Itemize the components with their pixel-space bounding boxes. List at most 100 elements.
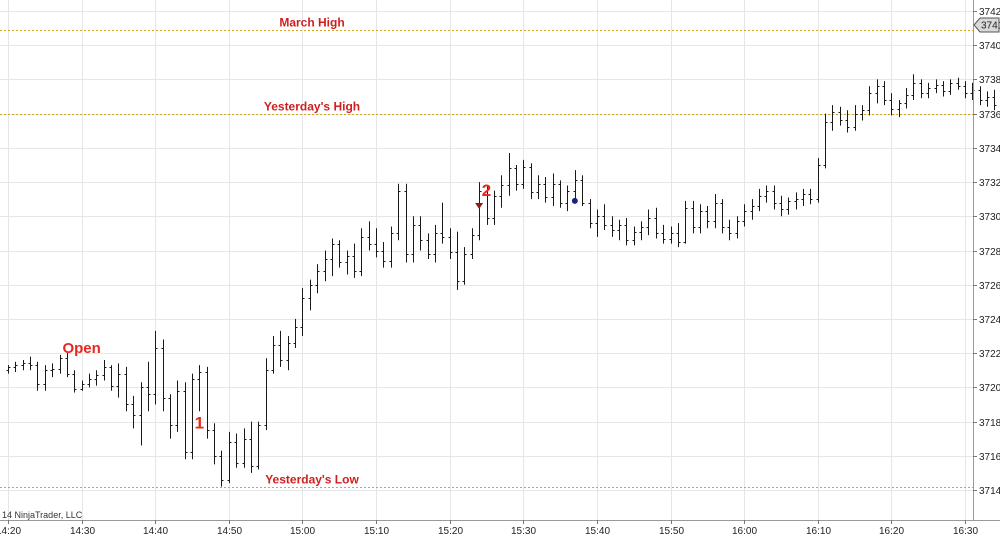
ohlc-bar: [735, 216, 740, 239]
ohlc-bar: [595, 209, 600, 237]
ohlc-bar: [13, 361, 18, 372]
ohlc-bar: [956, 77, 961, 90]
ohlc-bar: [639, 221, 644, 241]
ohlc-bar: [80, 380, 85, 391]
grid: [0, 0, 973, 520]
ohlc-bar: [521, 159, 526, 189]
ohlc-bar: [337, 240, 342, 268]
ohlc-bar: [646, 209, 651, 236]
y-tick-label: 3736: [979, 110, 1000, 121]
ohlc-bar: [234, 433, 239, 468]
ohlc-bar: [330, 238, 335, 277]
ohlc-bar: [904, 87, 909, 109]
ohlc-bar: [477, 182, 482, 241]
x-tick-label: 14:20: [0, 526, 21, 537]
y-tick-label: 3728: [979, 247, 1000, 258]
ohlc-bar: [919, 79, 924, 99]
ohlc-bar: [551, 173, 556, 207]
ohlc-bar: [867, 86, 872, 116]
ohlc-bar: [963, 81, 968, 99]
ohlc-bar: [94, 370, 99, 386]
ohlc-bar: [897, 99, 902, 118]
x-tick-label: 16:30: [953, 526, 978, 537]
ohlc-bar: [300, 288, 305, 337]
ohlc-bar: [50, 363, 55, 378]
ohlc-bar: [256, 421, 261, 470]
ohlc-bar: [632, 226, 637, 246]
ohlc-bar: [485, 185, 490, 225]
y-tick-label: 3734: [979, 144, 1000, 155]
ohlc-bar: [323, 250, 328, 282]
ohlc-bar: [389, 226, 394, 268]
ohlc-bar: [190, 373, 195, 460]
ohlc-bar: [242, 428, 247, 468]
y-tick-label: 3724: [979, 315, 1000, 326]
ohlc-bar: [58, 354, 63, 374]
ohlc-bar: [617, 219, 622, 241]
ohlc-bar: [249, 421, 254, 473]
ohlc-bar: [661, 224, 666, 244]
ohlc-bar: [911, 74, 916, 100]
y-tick-label: 3716: [979, 452, 1000, 463]
ohlc-bar: [227, 431, 232, 484]
dot-marker: [571, 197, 578, 204]
x-tick-label: 15:40: [585, 526, 610, 537]
y-tick-label: 3720: [979, 383, 1000, 394]
ohlc-bar: [543, 176, 548, 203]
ohlc-bar: [992, 89, 997, 111]
ohlc-bar: [109, 365, 114, 391]
price-levels: March High Yesterday's High Yesterday's Lo…: [0, 16, 973, 488]
ohlc-bar: [418, 216, 423, 251]
ohlc-bar: [102, 359, 107, 381]
x-tick-label: 14:30: [70, 526, 95, 537]
ohlc-bar: [558, 180, 563, 208]
ohlc-bar: [808, 188, 813, 205]
ohlc-bar: [816, 158, 821, 203]
ohlc-bar: [352, 243, 357, 278]
ohlc-bar: [757, 188, 762, 212]
ohlc-bar: [65, 353, 70, 378]
x-tick-label: 16:10: [806, 526, 831, 537]
ohlc-bar: [131, 395, 136, 429]
ohlc-bar: [21, 359, 26, 371]
ohlc-bar: [889, 93, 894, 116]
ohlc-bar: [565, 185, 570, 212]
level-label: Yesterday's Low: [265, 473, 359, 487]
x-tick-label: 14:50: [217, 526, 242, 537]
x-tick-label: 15:30: [511, 526, 536, 537]
y-tick-label: 3718: [979, 418, 1000, 429]
ohlc-bar: [359, 228, 364, 277]
ohlc-bar: [978, 86, 983, 106]
ohlc-bar: [315, 264, 320, 294]
ohlc-bar: [654, 207, 659, 239]
level-label: Yesterday's High: [264, 100, 360, 114]
ohlc-bar: [713, 194, 718, 229]
ohlc-bar: [602, 204, 607, 230]
ohlc-bar: [985, 91, 990, 107]
ohlc-bar: [448, 228, 453, 260]
ohlc-bar: [830, 105, 835, 131]
ohlc-bar: [610, 216, 615, 237]
markers: [475, 197, 578, 210]
ohlc-bar: [183, 382, 188, 460]
ohlc-bar: [588, 199, 593, 229]
ohlc-bar: [941, 81, 946, 97]
ohlc-bar: [197, 365, 202, 412]
y-tick-label: 3742: [979, 7, 1000, 18]
y-tick-label: 3726: [979, 281, 1000, 292]
ohlc-bar: [168, 394, 173, 439]
ohlc-bar: [499, 175, 504, 208]
ohlc-bar: [492, 190, 497, 225]
ohlc-bars: [6, 74, 997, 487]
x-tick-label: 16:00: [732, 526, 757, 537]
ohlc-bar: [875, 79, 880, 104]
ohlc-bar: [772, 185, 777, 210]
ohlc-bar: [926, 82, 931, 99]
ohlc-bar: [124, 366, 129, 412]
ohlc-bar: [440, 202, 445, 244]
down-triangle-marker: [475, 203, 484, 210]
x-tick-label: 14:40: [143, 526, 168, 537]
ohlc-bar: [205, 366, 210, 439]
y-tick-label: 3722: [979, 349, 1000, 360]
